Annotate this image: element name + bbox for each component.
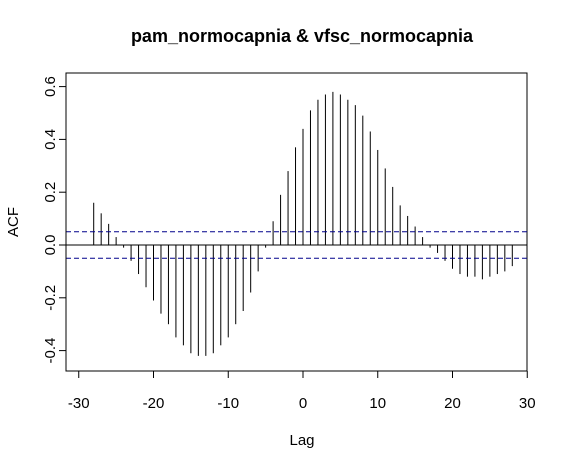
x-tick-label: 10 (369, 395, 386, 412)
acf-bars (93, 91, 513, 356)
plot-frame (65, 72, 528, 372)
reference-lines (66, 231, 527, 259)
y-tick-label: -0.2 (42, 285, 59, 311)
x-tick-label: -30 (68, 395, 90, 412)
y-axis-label: ACF (5, 207, 22, 237)
x-tick-label: 20 (444, 395, 461, 412)
y-tick-label: 0.0 (42, 235, 59, 256)
y-tick-label: 0.2 (42, 182, 59, 203)
x-axis: -30 -20 -10 0 10 20 30 (68, 370, 536, 412)
y-axis: -0.4 -0.2 0.0 0.2 0.4 0.6 (42, 76, 67, 364)
x-tick-label: -20 (143, 395, 165, 412)
x-tick-label: 30 (519, 395, 536, 412)
x-tick-label: 0 (299, 395, 307, 412)
x-axis-label: Lag (289, 432, 314, 449)
y-tick-label: -0.4 (42, 338, 59, 364)
y-tick-label: 0.6 (42, 76, 59, 97)
x-tick-label: -10 (217, 395, 239, 412)
y-tick-label: 0.4 (42, 129, 59, 150)
chart-title: pam_normocapnia & vfsc_normocapnia (131, 26, 474, 46)
